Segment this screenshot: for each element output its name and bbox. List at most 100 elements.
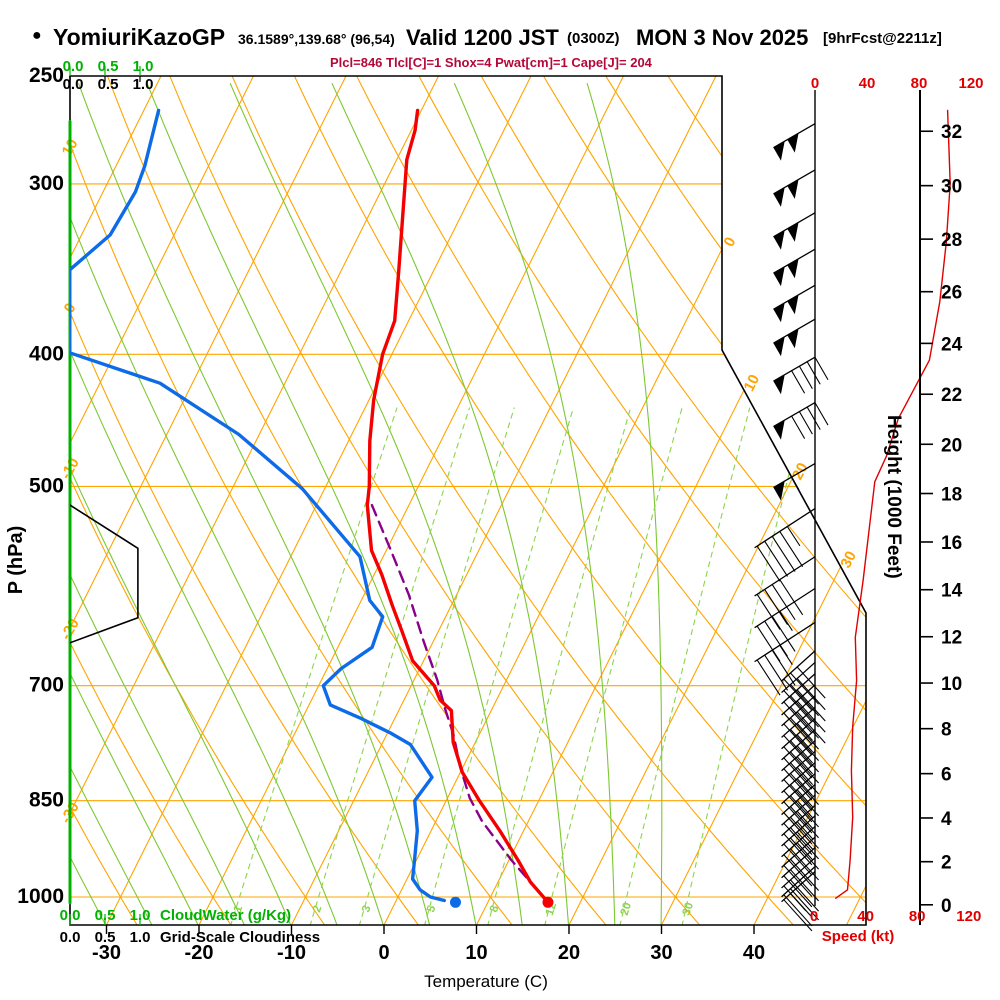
- svg-text:10: 10: [465, 942, 487, 964]
- svg-text:12: 12: [941, 628, 962, 649]
- wind-barb: [781, 695, 826, 756]
- wind-barb: [773, 123, 816, 161]
- dewpoint-curve: [70, 108, 446, 903]
- svg-text:30: 30: [650, 942, 672, 964]
- svg-text:32: 32: [941, 122, 962, 143]
- wind-barb: [773, 284, 816, 323]
- svg-text:20: 20: [558, 942, 580, 964]
- svg-text:8: 8: [488, 904, 502, 914]
- wind-barb: [781, 673, 826, 734]
- svg-text:0.5: 0.5: [98, 58, 119, 75]
- svg-text:8: 8: [941, 720, 952, 741]
- svg-text:26: 26: [941, 283, 962, 304]
- svg-text:Grid-Scale Cloudiness: Grid-Scale Cloudiness: [160, 929, 320, 946]
- svg-text:0.0: 0.0: [60, 929, 81, 946]
- wind-barb: [773, 402, 829, 440]
- svg-text:80: 80: [911, 75, 928, 92]
- svg-text:22: 22: [941, 385, 962, 406]
- valid-date: MON 3 Nov 2025: [636, 25, 809, 50]
- svg-text:120: 120: [958, 75, 983, 92]
- wind-barb: [781, 750, 819, 812]
- svg-text:-30: -30: [92, 942, 121, 964]
- station-name: YomiuriKazoGP: [53, 24, 226, 50]
- svg-text:Temperature (C): Temperature (C): [424, 972, 548, 991]
- svg-text:30: 30: [941, 177, 962, 198]
- svg-text:3: 3: [360, 904, 373, 914]
- svg-text:1.0: 1.0: [133, 76, 154, 93]
- svg-text:30: 30: [837, 548, 860, 571]
- wind-barb: [773, 212, 816, 250]
- svg-text:0: 0: [811, 75, 819, 92]
- svg-text:120: 120: [956, 908, 981, 925]
- svg-text:2: 2: [311, 904, 324, 914]
- svg-text:0: 0: [378, 942, 389, 964]
- wind-barb: [781, 815, 819, 876]
- svg-text:10: 10: [941, 674, 962, 695]
- parcel-curve: [370, 503, 550, 904]
- svg-text:CloudWater (g/Kg): CloudWater (g/Kg): [160, 907, 291, 924]
- svg-text:5: 5: [425, 904, 439, 914]
- svg-text:0: 0: [810, 908, 818, 925]
- svg-text:0: 0: [941, 896, 952, 917]
- svg-text:4: 4: [941, 809, 952, 830]
- svg-text:40: 40: [859, 75, 876, 92]
- wind-barb: [781, 871, 816, 932]
- svg-text:250: 250: [29, 64, 64, 87]
- svg-text:0: 0: [721, 234, 740, 249]
- svg-text:40: 40: [743, 942, 765, 964]
- wind-barb: [781, 773, 819, 834]
- gridline-labels: 100-10-20-30010203012358122030: [57, 136, 860, 917]
- wind-barb: [754, 621, 816, 696]
- svg-text:P (hPa): P (hPa): [5, 526, 27, 595]
- svg-text:850: 850: [29, 789, 64, 812]
- wind-panel: [754, 90, 951, 932]
- svg-text:0.5: 0.5: [98, 76, 119, 93]
- surface-dewpoint-dot: [449, 896, 461, 908]
- surface-temperature-dot: [542, 896, 554, 908]
- wind-barb: [781, 661, 826, 723]
- svg-text:14: 14: [941, 581, 963, 602]
- svg-text:40: 40: [857, 908, 874, 925]
- wind-barb: [773, 356, 829, 395]
- svg-text:0.5: 0.5: [95, 929, 116, 946]
- wind-barb: [754, 587, 816, 662]
- wind-barb: [781, 805, 819, 866]
- wind-barb: [781, 650, 826, 711]
- svg-text:-10: -10: [277, 942, 306, 964]
- station-bullet-icon: ●: [32, 27, 42, 44]
- svg-text:0.0: 0.0: [63, 76, 84, 93]
- svg-text:16: 16: [941, 533, 962, 554]
- svg-text:400: 400: [29, 342, 64, 365]
- svg-text:Speed (kt): Speed (kt): [822, 928, 895, 945]
- wind-barb: [781, 784, 819, 845]
- svg-text:1: 1: [232, 904, 246, 914]
- svg-text:80: 80: [909, 908, 926, 925]
- svg-text:20: 20: [619, 901, 634, 917]
- wind-barb: [754, 507, 816, 582]
- sounding-indices: Plcl=846 Tlcl[C]=1 Shox=4 Pwat[cm]=1 Cap…: [330, 55, 652, 70]
- wind-barb: [781, 706, 819, 768]
- wind-barb: [754, 556, 816, 630]
- temperature-curve: [365, 108, 550, 904]
- wind-barb: [773, 169, 816, 207]
- wind-barb: [781, 762, 819, 823]
- wind-barb: [781, 836, 819, 897]
- wind-barb: [773, 248, 816, 287]
- svg-text:0.0: 0.0: [63, 58, 84, 75]
- wind-barb: [781, 794, 819, 855]
- svg-text:500: 500: [29, 474, 64, 497]
- valid-time: Valid 1200 JST: [406, 25, 559, 50]
- wind-barb: [781, 740, 819, 801]
- svg-text:20: 20: [941, 435, 962, 456]
- wind-barb: [781, 866, 819, 927]
- wind-barb: [773, 318, 816, 357]
- svg-text:-20: -20: [185, 942, 214, 964]
- forecast-hour-badge: [9hrFcst@2211z]: [823, 30, 942, 47]
- svg-text:10: 10: [741, 372, 764, 395]
- svg-text:30: 30: [681, 901, 696, 917]
- wind-barb: [781, 826, 819, 887]
- background-gridlines: [70, 76, 866, 925]
